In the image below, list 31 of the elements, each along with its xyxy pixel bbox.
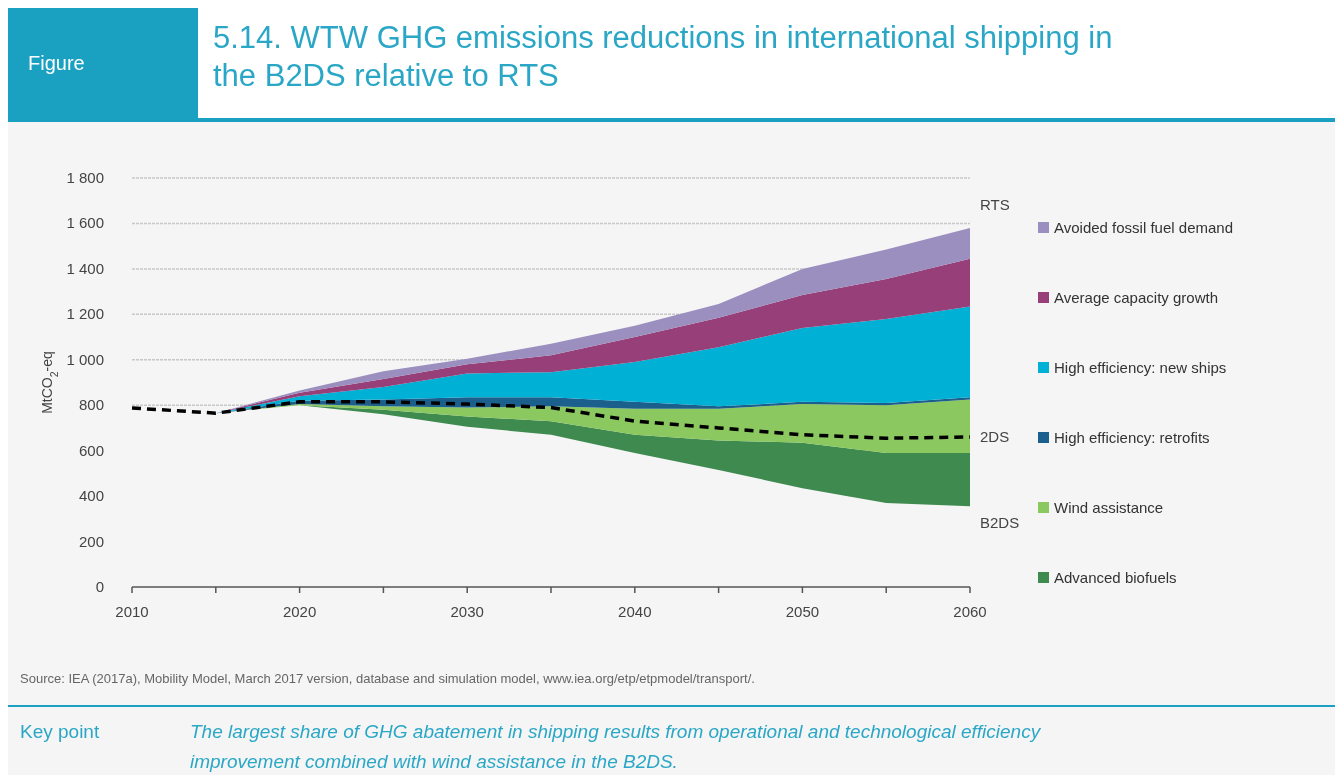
y-tick-label: 1 600: [66, 214, 104, 232]
text: Figure: [28, 52, 85, 74]
legend-label: Avoided fossil fuel demand: [1054, 219, 1234, 236]
text: The largest share of GHG abatement in shipping results from operational and technological efficiency improvement combined with wind assistance in the B2DS.: [190, 721, 1042, 772]
y-tick-label: 400: [78, 487, 104, 505]
y-tick-label: 0: [95, 578, 104, 595]
x-tick-label: 2050: [785, 603, 820, 620]
legend-label: Advanced biofuels: [1054, 569, 1177, 586]
x-tick-label: 2060: [953, 603, 987, 620]
chart-title: 5.14. WTW GHG emissions reductions in international shipping in the B2DS relative to RTS: [213, 20, 1113, 93]
source-note: Source: IEA (2017a), Mobility Model, March 2017 version, database and simulation model, www.iea.org/etp/etpmodel/transport/.: [20, 671, 755, 686]
y-tick-label: 1 000: [66, 350, 104, 368]
text: 2DS: [980, 428, 1010, 446]
y-tick-label: 600: [78, 441, 104, 459]
x-tick-label: 2030: [450, 603, 484, 620]
legend-label: High efficiency: retrofits: [1054, 429, 1210, 446]
x-tick-label: 2020: [282, 603, 317, 620]
legend-label: Wind assistance: [1054, 499, 1164, 516]
x-tick-label: 2010: [115, 603, 149, 620]
y-tick-label: 200: [78, 532, 104, 550]
y-tick-label: 1 200: [66, 305, 104, 323]
line-series: [130, 400, 972, 440]
y-tick-label: 1 800: [66, 169, 104, 186]
x-tick-label: 2040: [618, 603, 652, 620]
text: RTS: [980, 195, 1010, 213]
y-tick-label: 800: [78, 396, 104, 414]
legend-label: Average capacity growth: [1054, 289, 1218, 306]
text: Key point: [20, 721, 100, 742]
legend-label: High efficiency: new ships: [1054, 359, 1227, 376]
y-tick-label: 1 400: [66, 259, 104, 277]
text: B2DS: [980, 514, 1020, 532]
